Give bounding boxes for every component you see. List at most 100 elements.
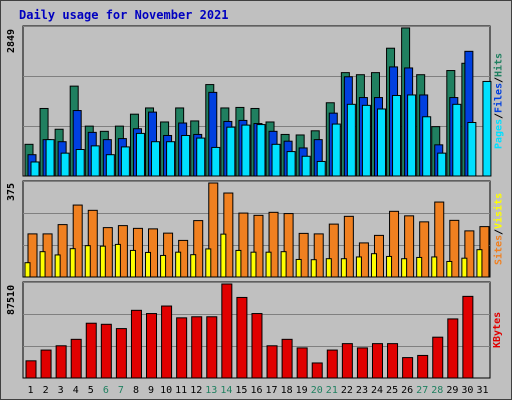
kbytes-kbytes-bar-day-21	[326, 349, 338, 379]
day-label-16: 16	[250, 385, 262, 396]
visits-sites-sites-bar-day-28	[434, 201, 445, 278]
visits-sites-visits-bar-day-24	[370, 253, 377, 278]
kbytes-kbytes-bar-day-12	[191, 316, 203, 379]
legend-separator: /	[493, 113, 505, 120]
kbytes-kbytes-bar-day-26	[402, 357, 414, 379]
day-label-15: 15	[235, 385, 247, 396]
day-label-13: 13	[205, 385, 217, 396]
visits-sites-sites-bar-day-30	[464, 230, 475, 278]
visits-sites-visits-bar-day-1	[24, 262, 31, 278]
visits-sites-visits-bar-day-12	[190, 254, 197, 278]
day-label-21: 21	[326, 385, 338, 396]
hits-files-pages-pages-bar-day-13	[211, 146, 221, 177]
hits-files-pages-pages-bar-day-11	[181, 134, 191, 177]
legend-pages: Pages	[493, 119, 505, 150]
day-label-31: 31	[476, 385, 488, 396]
hits-files-pages-pages-bar-day-26	[407, 94, 417, 177]
visits-sites-sites-bar-day-3	[57, 224, 68, 278]
visits-sites-visits-bar-day-21	[325, 258, 332, 278]
visits-sites-visits-bar-day-27	[416, 256, 423, 278]
hits-files-pages-pages-bar-day-2	[45, 139, 55, 177]
legend-kbytes: KBytes	[492, 311, 503, 349]
hits-files-pages-pages-bar-day-7	[120, 146, 130, 177]
visits-sites-visits-bar-day-11	[175, 251, 182, 278]
day-label-28: 28	[431, 385, 443, 396]
sites-visits-legend: Sites / Visits	[492, 181, 506, 277]
day-label-22: 22	[341, 385, 353, 396]
legend-files: Files	[493, 82, 505, 114]
visits-sites-sites-bar-day-15	[238, 212, 249, 278]
kbytes-kbytes-bar-day-22	[341, 343, 353, 379]
hits-files-pages-pages-bar-day-31	[482, 80, 492, 177]
kbytes-max-label: 87510	[6, 284, 17, 316]
kbytes-kbytes-bar-day-15	[236, 296, 248, 379]
kbytes-kbytes-bar-day-18	[281, 338, 293, 379]
day-label-29: 29	[446, 385, 458, 396]
visits-sites-visits-bar-day-10	[160, 254, 167, 278]
visits-sites-visits-bar-day-25	[386, 255, 393, 278]
visits-sites-sites-bar-day-16	[253, 214, 264, 278]
visits-sites-sites-bar-day-1	[27, 233, 38, 278]
visits-sites-visits-bar-day-2	[39, 251, 46, 278]
visits-sites-visits-bar-day-31	[476, 249, 483, 278]
legend-sites: Sites	[493, 235, 505, 266]
hits-files-pages-pages-bar-day-21	[331, 123, 341, 177]
kbytes-kbytes-bar-day-19	[296, 347, 308, 379]
day-label-6: 6	[103, 385, 109, 396]
visits-sites-sites-bar-day-26	[404, 215, 415, 278]
visits-sites-visits-bar-day-23	[355, 256, 362, 278]
kbytes-kbytes-bar-day-8	[130, 309, 142, 379]
kbytes-kbytes-bar-day-4	[70, 338, 82, 379]
hits-files-pages-pages-bar-day-3	[60, 152, 70, 177]
kbytes-kbytes-bar-day-1	[25, 360, 37, 379]
visits-sites-visits-bar-day-30	[461, 257, 468, 278]
day-label-5: 5	[88, 385, 94, 396]
hits-files-pages-pages-bar-day-14	[226, 126, 236, 177]
hits-files-pages-pages-bar-day-30	[467, 121, 477, 177]
visits-sites-visits-bar-day-26	[401, 258, 408, 278]
kbytes-kbytes-bar-day-13	[206, 316, 218, 379]
visits-sites-visits-bar-day-5	[84, 245, 91, 278]
legend-hits: Hits	[493, 52, 505, 77]
day-label-20: 20	[311, 385, 323, 396]
visits-sites-visits-bar-day-16	[250, 251, 257, 278]
day-label-26: 26	[401, 385, 413, 396]
kbytes-kbytes-bar-day-10	[161, 305, 173, 379]
visits-sites-visits-bar-day-8	[129, 249, 136, 278]
hits-files-pages-pages-bar-day-25	[392, 94, 402, 177]
kbytes-kbytes-bar-day-3	[55, 345, 67, 379]
visits-sites-visits-bar-day-18	[280, 251, 287, 278]
hits-files-pages-pages-bar-day-20	[316, 160, 326, 177]
hits-files-pages-pages-bar-day-23	[361, 104, 371, 177]
visits-sites-visits-bar-day-6	[99, 245, 106, 278]
kbytes-kbytes-bar-day-25	[387, 343, 399, 379]
legend-separator: /	[493, 76, 505, 83]
day-label-11: 11	[175, 385, 187, 396]
hits-files-pages-pages-bar-day-24	[376, 108, 386, 177]
day-label-8: 8	[133, 385, 139, 396]
hits-files-pages-pages-bar-day-10	[166, 141, 176, 177]
visits-sites-visits-bar-day-9	[145, 251, 152, 278]
kbytes-kbytes-bar-day-5	[85, 322, 97, 379]
kbytes-kbytes-bar-day-30	[462, 295, 474, 379]
kbytes-kbytes-bar-day-20	[311, 362, 323, 379]
kbytes-kbytes-bar-day-9	[146, 313, 158, 379]
hits-files-pages-pages-bar-day-19	[301, 155, 311, 177]
kbytes-kbytes-bar-day-29	[447, 318, 459, 379]
hits-files-pages-pages-bar-day-6	[105, 154, 115, 177]
hits-files-pages-pages-bar-day-16	[256, 124, 266, 177]
visits-sites-sites-bar-day-4	[72, 204, 83, 278]
chart-title: Daily usage for November 2021	[19, 8, 229, 22]
hits-files-pages-pages-bar-day-17	[271, 143, 281, 177]
day-label-14: 14	[220, 385, 232, 396]
visits-sites-sites-bar-day-17	[268, 211, 279, 278]
visits-sites-sites-bar-day-20	[313, 233, 324, 278]
day-label-19: 19	[296, 385, 308, 396]
visits-sites-sites-bar-day-29	[449, 219, 460, 278]
day-label-30: 30	[461, 385, 473, 396]
hits-files-pages-pages-bar-day-28	[437, 152, 447, 177]
hits-files-pages-pages-bar-day-22	[346, 103, 356, 177]
day-label-9: 9	[148, 385, 154, 396]
visits-sites-visits-bar-day-29	[446, 260, 453, 278]
